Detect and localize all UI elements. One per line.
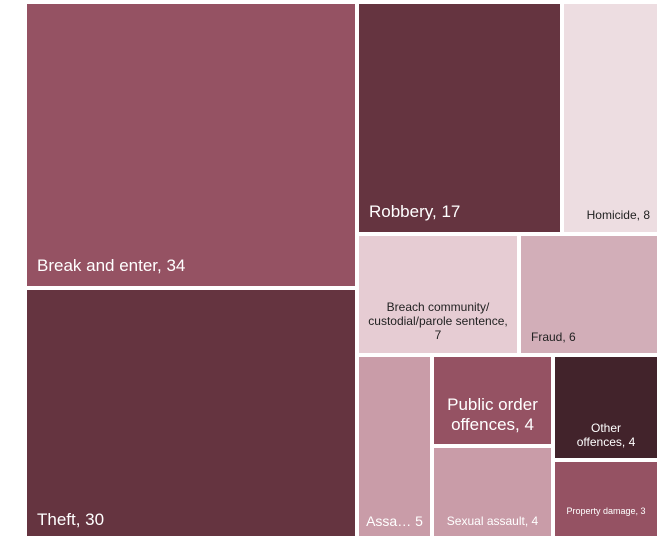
tile-public-order: Public order offences, 4	[434, 357, 551, 444]
label-public-order: Public order offences, 4	[447, 395, 538, 435]
tile-break-and-enter: Break and enter, 34	[27, 4, 355, 286]
label-robbery: Robbery, 17	[369, 201, 461, 221]
tile-other-offences: Other offences, 4	[555, 357, 657, 458]
tile-assault: Assa… 5	[359, 357, 430, 536]
label-assault: Assa… 5	[366, 513, 423, 530]
label-theft: Theft, 30	[37, 509, 105, 529]
label-fraud: Fraud, 6	[531, 329, 576, 344]
tile-breach-sentence: Breach community/ custodial/parole sente…	[359, 236, 517, 353]
tile-robbery: Robbery, 17	[359, 4, 560, 232]
label-other-offences: Other offences, 4	[576, 421, 636, 450]
label-breach-sentence: Breach community/ custodial/parole sente…	[368, 300, 508, 343]
label-homicide: Homicide, 8	[586, 207, 650, 222]
tile-fraud: Fraud, 6	[521, 236, 657, 353]
label-sexual-assault: Sexual assault, 4	[446, 513, 539, 528]
tile-homicide: Homicide, 8	[564, 4, 657, 232]
label-break-and-enter: Break and enter, 34	[37, 255, 186, 275]
tile-property-damage: Property damage, 3	[555, 462, 657, 536]
label-property-damage: Property damage, 3	[566, 506, 646, 516]
tile-theft: Theft, 30	[27, 290, 355, 536]
tile-sexual-assault: Sexual assault, 4	[434, 448, 551, 536]
